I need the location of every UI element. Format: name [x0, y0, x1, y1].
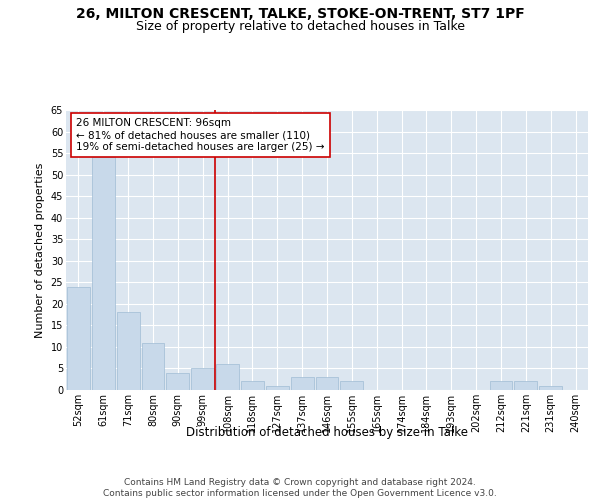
Bar	[340, 382, 363, 390]
Bar	[117, 312, 140, 390]
Bar	[67, 286, 90, 390]
Text: 26 MILTON CRESCENT: 96sqm
← 81% of detached houses are smaller (110)
19% of semi: 26 MILTON CRESCENT: 96sqm ← 81% of detac…	[76, 118, 325, 152]
Bar	[266, 386, 289, 390]
Y-axis label: Number of detached properties: Number of detached properties	[35, 162, 45, 338]
Text: Contains HM Land Registry data © Crown copyright and database right 2024.
Contai: Contains HM Land Registry data © Crown c…	[103, 478, 497, 498]
Bar	[191, 368, 214, 390]
Bar	[490, 382, 512, 390]
Bar	[166, 373, 189, 390]
Bar	[514, 382, 537, 390]
Bar	[539, 386, 562, 390]
Text: 26, MILTON CRESCENT, TALKE, STOKE-ON-TRENT, ST7 1PF: 26, MILTON CRESCENT, TALKE, STOKE-ON-TRE…	[76, 8, 524, 22]
Text: Size of property relative to detached houses in Talke: Size of property relative to detached ho…	[136, 20, 464, 33]
Bar	[241, 382, 264, 390]
Bar	[92, 158, 115, 390]
Bar	[316, 377, 338, 390]
Text: Distribution of detached houses by size in Talke: Distribution of detached houses by size …	[186, 426, 468, 439]
Bar	[216, 364, 239, 390]
Bar	[142, 342, 164, 390]
Bar	[291, 377, 314, 390]
